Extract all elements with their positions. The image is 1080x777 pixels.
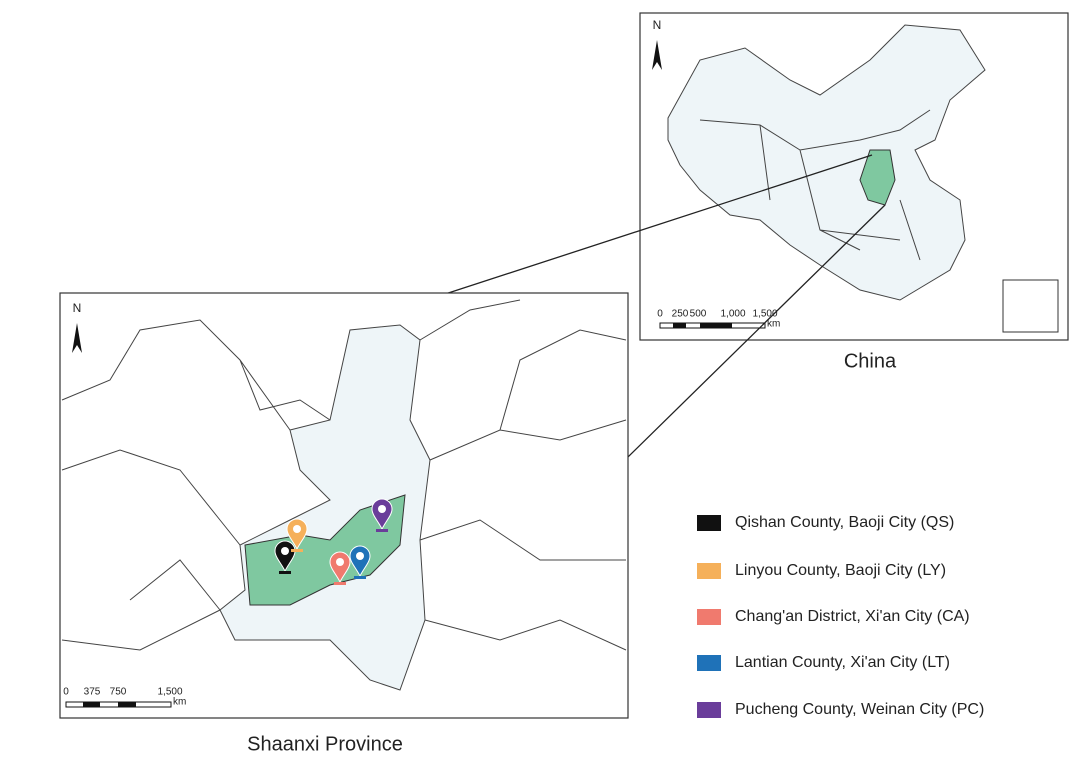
- legend-label: Pucheng County, Weinan City (PC): [735, 701, 984, 718]
- site-pin: [286, 518, 308, 551]
- legend-swatch: [697, 655, 721, 671]
- scale-unit: km: [173, 697, 186, 708]
- caption: China: [844, 350, 897, 372]
- scale-unit: km: [767, 319, 780, 330]
- site-pin: [274, 540, 296, 573]
- scale-bar: [83, 702, 100, 707]
- scale-label: 750: [110, 687, 127, 698]
- china-provinces: [699, 109, 931, 261]
- scale-label: 0: [63, 687, 69, 698]
- site-pin-dot: [293, 525, 301, 533]
- scale-label: 1,500: [157, 687, 182, 698]
- china-outline: [667, 24, 986, 301]
- scale-label: 1,500: [752, 309, 777, 320]
- site-pin-dot: [378, 505, 386, 513]
- scale-label: 250: [672, 309, 689, 320]
- site-pin: [349, 545, 371, 578]
- scale-bar: [118, 702, 136, 707]
- legend-label: Chang'an District, Xi'an City (CA): [735, 608, 970, 625]
- site-pin-dot: [336, 558, 344, 566]
- north-label: N: [73, 301, 82, 315]
- scale-label: 0: [657, 309, 663, 320]
- legend-swatch: [697, 563, 721, 579]
- legend-swatch: [697, 702, 721, 718]
- scale-bar: [673, 323, 686, 328]
- site-pin-base: [376, 529, 388, 532]
- site-pin-dot: [356, 552, 364, 560]
- site-pin-base: [354, 576, 366, 579]
- study-area: [244, 494, 406, 606]
- north-label: N: [653, 18, 662, 32]
- site-pin: [371, 498, 393, 531]
- south-sea-inset: [1002, 279, 1059, 333]
- scale-label: 375: [84, 687, 101, 698]
- caption: Shaanxi Province: [247, 733, 403, 755]
- site-pin-dot: [281, 547, 289, 555]
- site-pin: [329, 551, 351, 584]
- scale-bar: [700, 323, 732, 328]
- legend-swatch: [697, 609, 721, 625]
- boundaries: [61, 299, 627, 651]
- legend-label: Linyou County, Baoji City (LY): [735, 562, 946, 579]
- scale-label: 1,000: [720, 309, 745, 320]
- legend-label: Qishan County, Baoji City (QS): [735, 514, 954, 531]
- legend-swatch: [697, 515, 721, 531]
- scale-label: 500: [690, 309, 707, 320]
- site-pin-base: [334, 582, 346, 585]
- legend-label: Lantian County, Xi'an City (LT): [735, 654, 950, 671]
- north-arrow: [652, 40, 662, 70]
- site-pin-base: [291, 549, 303, 552]
- site-pin-base: [279, 571, 291, 574]
- north-arrow: [72, 323, 82, 353]
